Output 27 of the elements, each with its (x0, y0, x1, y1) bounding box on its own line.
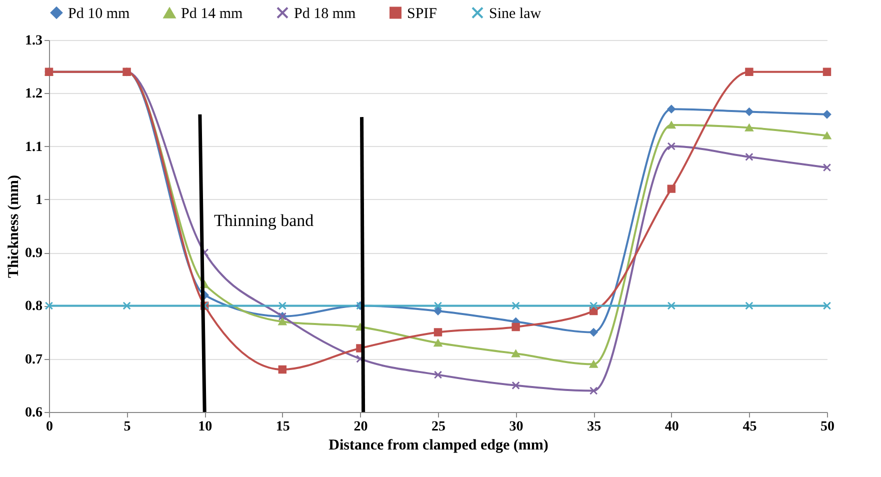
y-tick-label: 1.2 (25, 86, 42, 102)
x-tick-label: 35 (587, 420, 602, 434)
x-tick-label: 40 (664, 420, 679, 434)
legend-label: Pd 18 mm (294, 6, 356, 22)
y-tick-label: 1.3 (25, 34, 42, 48)
x-axis-title: Distance from clamped edge (mm) (328, 438, 548, 454)
legend-label: Pd 14 mm (181, 6, 244, 22)
y-tick-label: 0.6 (25, 406, 42, 420)
y-tick-label: 1 (36, 192, 42, 208)
legend-label: Sine law (489, 6, 542, 22)
x-tick-label: 20 (354, 420, 368, 434)
y-tick-label: 0.7 (25, 352, 42, 368)
x-tick-label: 50 (820, 420, 834, 434)
x-tick-label: 10 (198, 420, 212, 434)
legend-label: SPIF (407, 6, 438, 22)
x-tick-label: 30 (509, 420, 524, 434)
x-tick-label: 15 (276, 420, 290, 434)
legend-label: Pd 10 mm (68, 6, 130, 22)
x-tick-label: 0 (46, 420, 53, 434)
y-tick-label: 1.1 (25, 140, 42, 155)
x-tick-label: 5 (124, 420, 131, 434)
annotation: Thinning band (214, 211, 314, 230)
y-axis-title: Thickness (mm) (6, 175, 22, 278)
x-tick-label: 25 (432, 420, 446, 434)
y-tick-label: 0.8 (25, 299, 42, 314)
x-tick-label: 45 (742, 420, 757, 434)
y-tick-label: 0.9 (25, 246, 42, 262)
